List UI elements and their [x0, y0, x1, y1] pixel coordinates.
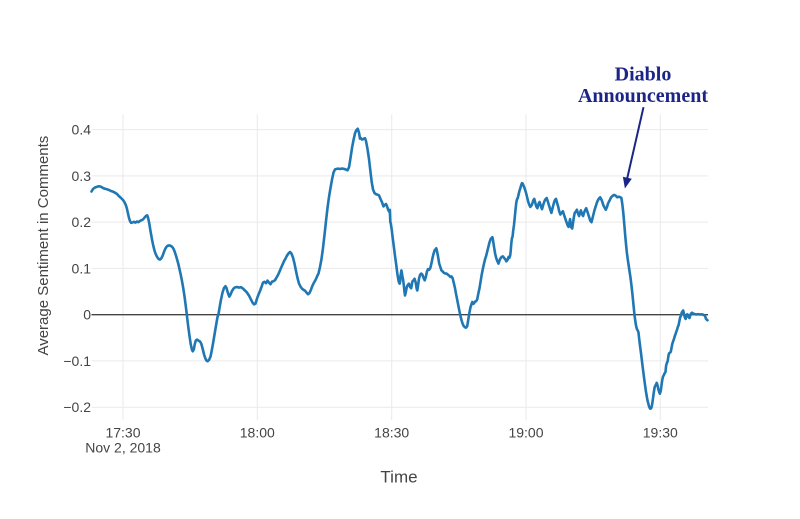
svg-text:0.3: 0.3	[72, 168, 92, 184]
svg-text:0.1: 0.1	[72, 260, 92, 276]
svg-text:17:30: 17:30	[105, 425, 140, 441]
svg-text:0: 0	[83, 307, 91, 323]
svg-text:18:30: 18:30	[374, 425, 409, 441]
svg-text:0.4: 0.4	[72, 122, 92, 138]
svg-text:Average Sentiment in Comments: Average Sentiment in Comments	[35, 136, 52, 356]
svg-text:19:30: 19:30	[643, 425, 678, 441]
svg-text:Diablo: Diablo	[615, 63, 672, 85]
svg-text:Announcement: Announcement	[578, 85, 708, 107]
svg-text:Nov 2, 2018: Nov 2, 2018	[85, 440, 161, 456]
svg-text:−0.1: −0.1	[63, 353, 91, 369]
svg-text:−0.2: −0.2	[63, 399, 91, 415]
svg-text:19:00: 19:00	[508, 425, 543, 441]
svg-text:Time: Time	[380, 468, 417, 487]
svg-text:0.2: 0.2	[72, 214, 92, 230]
svg-text:18:00: 18:00	[240, 425, 275, 441]
